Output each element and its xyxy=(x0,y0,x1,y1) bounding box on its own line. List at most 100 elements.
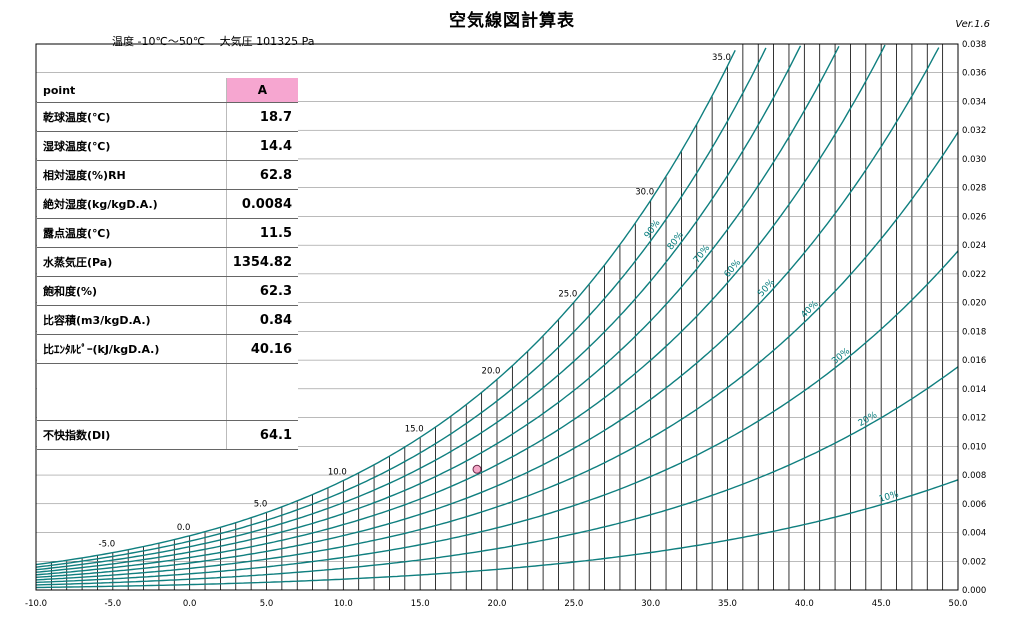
x-tick-label: -5.0 xyxy=(105,599,122,609)
row-value: 11.5 xyxy=(225,218,298,248)
saturation-temp-label: 10.0 xyxy=(328,468,347,478)
y-tick-label: 0.028 xyxy=(962,184,986,194)
row-label xyxy=(37,363,227,421)
x-axis-ticks: -10.0 -5.0 0.0 5.0 10.0 15.0 20.0 25.0 30.0 35.0 4… xyxy=(25,599,967,609)
x-tick-label: 20.0 xyxy=(488,599,507,609)
point-header-label: point xyxy=(37,78,227,103)
y-tick-label: 0.038 xyxy=(962,40,986,50)
table-row: 比ｴﾝﾀﾙﾋﾟｰ(kJ/kgD.A.) 40.16 xyxy=(37,334,298,364)
rh-curve-60 xyxy=(35,44,886,576)
x-tick-label: 35.0 xyxy=(718,599,737,609)
row-value: 0.84 xyxy=(225,305,298,335)
saturation-temp-labels: -5.0 0.0 5.0 10.0 15.0 20.0 25.0 30.0 35.0 xyxy=(99,53,731,550)
y-tick-label: 0.004 xyxy=(962,529,986,539)
saturation-temp-label: 35.0 xyxy=(712,53,731,63)
saturation-temp-label: 0.0 xyxy=(177,523,191,533)
table-row: 相対湿度(%)RH 62.8 xyxy=(37,160,298,190)
y-tick-label: 0.024 xyxy=(962,241,986,251)
y-tick-label: 0.022 xyxy=(962,270,986,280)
x-tick-label: -10.0 xyxy=(25,599,47,609)
table-row: 乾球温度(℃) 18.7 xyxy=(37,102,298,132)
x-tick-label: 0.0 xyxy=(183,599,197,609)
y-tick-label: 0.032 xyxy=(962,126,986,136)
row-label: 飽和度(%) xyxy=(37,276,227,306)
rh-curves xyxy=(35,44,959,589)
row-label: 絶対湿度(kg/kgD.A.) xyxy=(37,189,227,219)
y-tick-label: 0.014 xyxy=(962,385,986,395)
row-label: 相対湿度(%)RH xyxy=(37,160,227,190)
y-tick-label: 0.006 xyxy=(962,500,986,510)
table-row: 不快指数(DI) 64.1 xyxy=(37,420,298,450)
properties-table: point A 乾球温度(℃) 18.7 湿球温度(℃) 14.4 相対湿度(%)R… xyxy=(37,78,298,450)
saturation-temp-label: 20.0 xyxy=(482,366,501,376)
y-tick-label: 0.012 xyxy=(962,414,986,424)
row-value: 14.4 xyxy=(225,131,298,161)
table-row: 水蒸気圧(Pa) 1354.82 xyxy=(37,247,298,277)
rh-curve-70 xyxy=(35,45,840,573)
row-value: 0.0084 xyxy=(225,189,298,219)
table-row: 湿球温度(℃) 14.4 xyxy=(37,131,298,161)
rh-curve-10 xyxy=(35,479,959,589)
version-label: Ver.1.6 xyxy=(955,19,990,30)
rh-label: 80% xyxy=(666,230,686,252)
x-tick-label: 45.0 xyxy=(872,599,891,609)
y-tick-label: 0.018 xyxy=(962,327,986,337)
x-tick-label: 50.0 xyxy=(949,599,968,609)
row-label: 露点温度(℃) xyxy=(37,218,227,248)
state-point-a[interactable] xyxy=(472,464,482,474)
y-tick-label: 0.008 xyxy=(962,471,986,481)
y-tick-label: 0.034 xyxy=(962,97,986,107)
point-header-value: A xyxy=(225,78,298,103)
row-value: 18.7 xyxy=(225,102,298,132)
x-tick-label: 15.0 xyxy=(411,599,430,609)
y-tick-label: 0.030 xyxy=(962,155,986,165)
saturation-temp-label: 15.0 xyxy=(405,424,424,434)
rh-label: 20% xyxy=(857,410,880,429)
y-tick-label: 0.036 xyxy=(962,69,986,79)
row-label: 不快指数(DI) xyxy=(37,420,227,450)
plot-frame xyxy=(35,43,959,591)
rh-curve-40 xyxy=(35,131,959,581)
y-tick-label: 0.026 xyxy=(962,212,986,222)
rh-curve-90 xyxy=(35,47,767,568)
row-value: 62.3 xyxy=(225,276,298,306)
x-tick-label: 25.0 xyxy=(564,599,583,609)
row-value: 40.16 xyxy=(225,334,298,364)
row-label: 水蒸気圧(Pa) xyxy=(37,247,227,277)
x-tick-label: 40.0 xyxy=(795,599,814,609)
table-row-blank xyxy=(37,363,298,421)
rh-curve-30 xyxy=(35,250,959,584)
y-axis-ticks: 0.000 0.002 0.004 0.006 0.008 0.010 0.012 0.014… xyxy=(962,40,986,596)
row-value: 64.1 xyxy=(225,420,298,450)
saturation-temp-label: -5.0 xyxy=(99,540,116,550)
y-tick-label: 0.020 xyxy=(962,299,986,309)
saturation-temp-label: 30.0 xyxy=(635,187,654,197)
rh-curve-80 xyxy=(35,45,802,571)
table-row: 飽和度(%) 62.3 xyxy=(37,276,298,306)
row-label: 乾球温度(℃) xyxy=(37,102,227,132)
rh-curve-20 xyxy=(35,366,959,586)
row-label: 比容積(m3/kgD.A.) xyxy=(37,305,227,335)
x-tick-label: 5.0 xyxy=(260,599,274,609)
y-tick-label: 0.000 xyxy=(962,586,986,596)
y-tick-label: 0.010 xyxy=(962,442,986,452)
row-label: 湿球温度(℃) xyxy=(37,131,227,161)
row-label: 比ｴﾝﾀﾙﾋﾟｰ(kJ/kgD.A.) xyxy=(37,334,227,364)
row-value xyxy=(225,363,298,421)
y-tick-label: 0.016 xyxy=(962,356,986,366)
page-title: 空気線図計算表 xyxy=(449,11,575,31)
row-value: 1354.82 xyxy=(225,247,298,277)
table-row: 絶対湿度(kg/kgD.A.) 0.0084 xyxy=(37,189,298,219)
table-row: 比容積(m3/kgD.A.) 0.84 xyxy=(37,305,298,335)
row-value: 62.8 xyxy=(225,160,298,190)
saturation-temp-label: 25.0 xyxy=(558,289,577,299)
table-header-row: point A xyxy=(37,78,298,103)
x-tick-label: 10.0 xyxy=(334,599,353,609)
range-note: 温度 -10℃～50℃ 大気圧 101325 Pa xyxy=(112,35,315,48)
table-row: 露点温度(℃) 11.5 xyxy=(37,218,298,248)
rh-curve-50 xyxy=(35,47,940,578)
x-tick-label: 30.0 xyxy=(641,599,660,609)
saturation-temp-label: 5.0 xyxy=(254,499,268,509)
rh-curve-100 xyxy=(35,49,736,566)
y-tick-label: 0.002 xyxy=(962,557,986,567)
